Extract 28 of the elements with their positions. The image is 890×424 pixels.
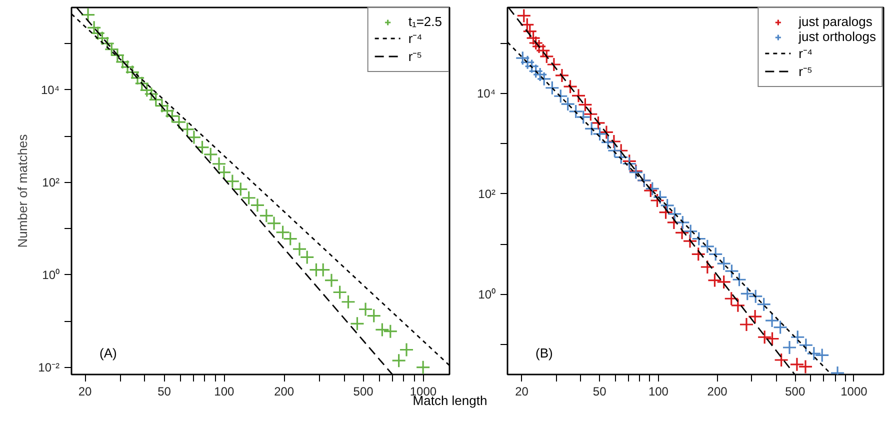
annotation: (B) xyxy=(536,346,553,360)
x-tick-label: 20 xyxy=(515,384,529,398)
x-tick-label: 500 xyxy=(785,384,806,398)
legend-label: r⁻⁵ xyxy=(798,63,814,80)
x-tick-label: 20 xyxy=(78,384,92,398)
x-tick-label: 500 xyxy=(353,384,374,398)
legend-label: t₁=2.5 xyxy=(408,14,442,29)
y-tick-label: 10⁰ xyxy=(42,268,60,282)
y-tick-label: 10² xyxy=(42,175,60,190)
y-tick-label: 10⁴ xyxy=(476,86,496,101)
annotation: (A) xyxy=(100,346,117,360)
x-tick-label: 1000 xyxy=(840,384,868,398)
x-tick-label: 50 xyxy=(592,384,607,398)
x-tick-label: 100 xyxy=(214,384,235,398)
x-tick-label: 200 xyxy=(707,384,728,398)
x-tick-label: 100 xyxy=(648,384,669,398)
legend-label: r⁻⁴ xyxy=(408,30,424,47)
x-tick-label: 50 xyxy=(158,384,172,398)
legend-label: r⁻⁵ xyxy=(408,48,424,65)
y-tick-label: 10⁴ xyxy=(40,82,60,97)
x-tick-label: 200 xyxy=(274,384,294,398)
legend-label: just paralogs xyxy=(798,14,872,29)
y-tick-label: 10⁻² xyxy=(38,360,60,374)
y-tick-label: 10² xyxy=(478,186,496,201)
legend-label: r⁻⁴ xyxy=(798,45,814,62)
y-tick-label: 10⁰ xyxy=(478,287,496,302)
legend-label: just orthologs xyxy=(798,29,876,44)
y-axis-title: Number of matches xyxy=(15,134,30,248)
